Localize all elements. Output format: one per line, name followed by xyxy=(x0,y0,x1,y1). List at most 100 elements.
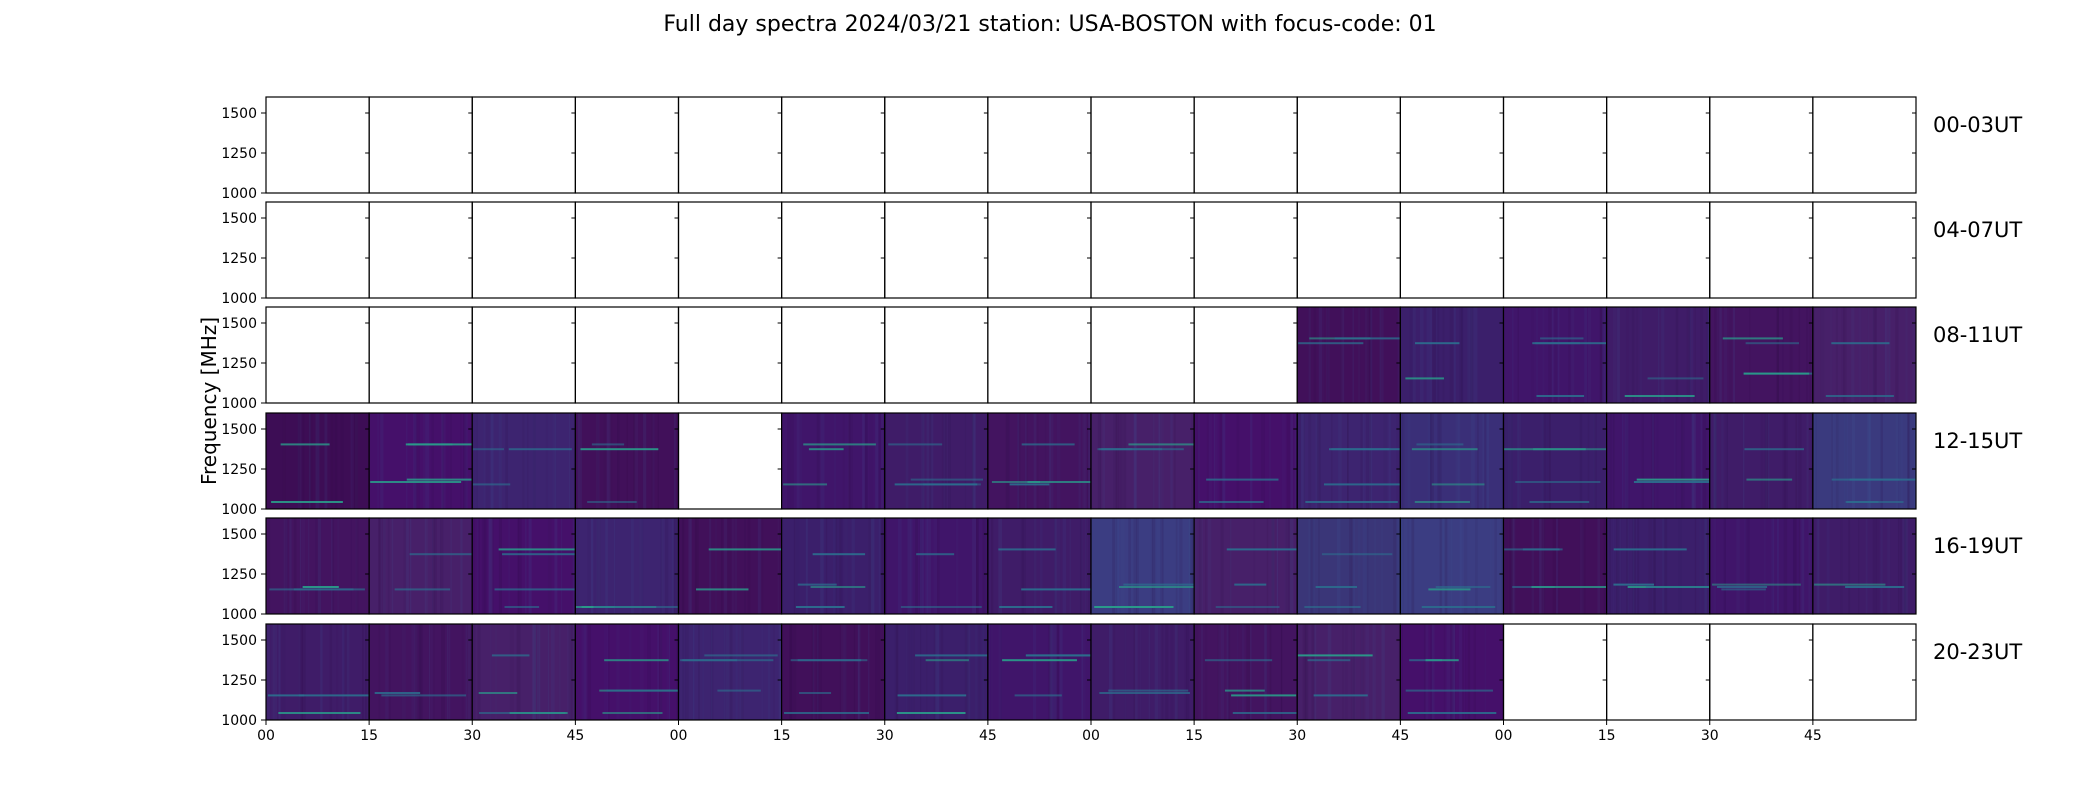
texture-line xyxy=(1206,413,1210,509)
texture-line xyxy=(1764,413,1769,509)
rfi-band xyxy=(1021,588,1091,591)
panel-background xyxy=(1812,307,1916,403)
texture-line xyxy=(1632,518,1635,614)
texture-line xyxy=(603,413,607,509)
texture-line xyxy=(278,624,281,720)
texture-line xyxy=(848,413,853,509)
texture-line xyxy=(1005,413,1010,509)
texture-line xyxy=(1872,518,1877,614)
texture-line xyxy=(1694,518,1697,614)
texture-line xyxy=(337,518,340,614)
rfi-band xyxy=(1831,342,1890,345)
texture-line xyxy=(925,518,928,614)
texture-line xyxy=(1905,518,1907,614)
texture-line xyxy=(606,413,611,509)
texture-line xyxy=(1450,624,1454,720)
spectrogram-panel xyxy=(369,413,473,509)
texture-line xyxy=(1446,624,1451,720)
texture-line xyxy=(698,624,700,720)
texture-line xyxy=(1400,518,1404,614)
texture-line xyxy=(1437,307,1440,403)
panel-background xyxy=(1400,413,1504,509)
texture-line xyxy=(1381,624,1385,720)
texture-line xyxy=(862,413,865,509)
panel-frame xyxy=(781,96,886,194)
rfi-band xyxy=(293,588,365,591)
texture-line xyxy=(477,624,481,720)
texture-line xyxy=(1450,518,1453,614)
texture-line xyxy=(1113,413,1117,509)
texture-line xyxy=(885,518,887,614)
texture-line xyxy=(1661,307,1665,403)
texture-line xyxy=(271,624,275,720)
texture-line xyxy=(1899,413,1903,509)
panel-frame xyxy=(1606,96,1711,194)
texture-line xyxy=(834,413,836,509)
rfi-band xyxy=(1414,501,1470,503)
texture-line xyxy=(1289,518,1294,614)
texture-line xyxy=(971,413,974,509)
texture-line xyxy=(551,624,555,720)
texture-line xyxy=(517,518,520,614)
texture-line xyxy=(1706,307,1710,403)
texture-line xyxy=(1352,624,1356,720)
rfi-band xyxy=(606,689,679,692)
texture-line xyxy=(381,518,386,614)
rfi-band xyxy=(1522,548,1560,551)
texture-line xyxy=(1612,413,1615,509)
rfi-band xyxy=(1435,586,1491,588)
rfi-band xyxy=(1002,659,1077,662)
texture-line xyxy=(1543,413,1547,509)
texture-line xyxy=(1858,518,1860,614)
x-tick-label: 00 xyxy=(1495,728,1513,744)
texture-line xyxy=(991,518,994,614)
panel-frame xyxy=(1812,96,1917,194)
texture-line xyxy=(1470,307,1473,403)
texture-line xyxy=(1593,413,1595,509)
texture-line xyxy=(1688,307,1691,403)
texture-line xyxy=(1542,307,1545,403)
texture-line xyxy=(432,518,434,614)
rfi-band xyxy=(1009,483,1050,486)
texture-line xyxy=(772,624,775,720)
texture-line xyxy=(409,518,412,614)
texture-line xyxy=(1135,518,1139,614)
rfi-band xyxy=(1094,606,1174,608)
texture-line xyxy=(1747,518,1751,614)
texture-line xyxy=(1271,518,1274,614)
panel-frame xyxy=(471,201,576,299)
texture-line xyxy=(1219,624,1222,720)
texture-line xyxy=(343,624,347,720)
texture-line xyxy=(449,413,452,509)
texture-line xyxy=(472,624,476,720)
texture-line xyxy=(1261,413,1265,509)
texture-line xyxy=(857,624,861,720)
texture-line xyxy=(406,413,408,509)
texture-line xyxy=(1473,307,1478,403)
texture-line xyxy=(498,413,502,509)
texture-line xyxy=(346,624,350,720)
texture-line xyxy=(1054,518,1056,614)
panel-frame xyxy=(1193,306,1298,404)
texture-line xyxy=(1195,413,1198,509)
texture-line xyxy=(428,624,431,720)
rfi-band xyxy=(1431,483,1485,486)
spectra-row: 1500 1250 1000 04-07UT xyxy=(221,201,2022,307)
texture-line xyxy=(1154,624,1159,720)
texture-line xyxy=(881,518,885,614)
y-tick-label: 1000 xyxy=(221,607,257,623)
y-tick-label: 1250 xyxy=(221,567,257,583)
texture-line xyxy=(1704,518,1707,614)
texture-line xyxy=(1150,518,1153,614)
texture-line xyxy=(1880,518,1883,614)
rfi-band xyxy=(280,443,330,446)
texture-line xyxy=(1798,413,1802,509)
spectra-row: 1500 1250 1000 12-15UT xyxy=(221,412,2022,518)
texture-line xyxy=(1714,307,1717,403)
rfi-band xyxy=(1716,586,1768,588)
texture-line xyxy=(897,518,902,614)
rfi-band xyxy=(1425,659,1459,662)
texture-line xyxy=(465,624,467,720)
texture-line xyxy=(1097,413,1102,509)
panel-background xyxy=(987,624,1091,720)
